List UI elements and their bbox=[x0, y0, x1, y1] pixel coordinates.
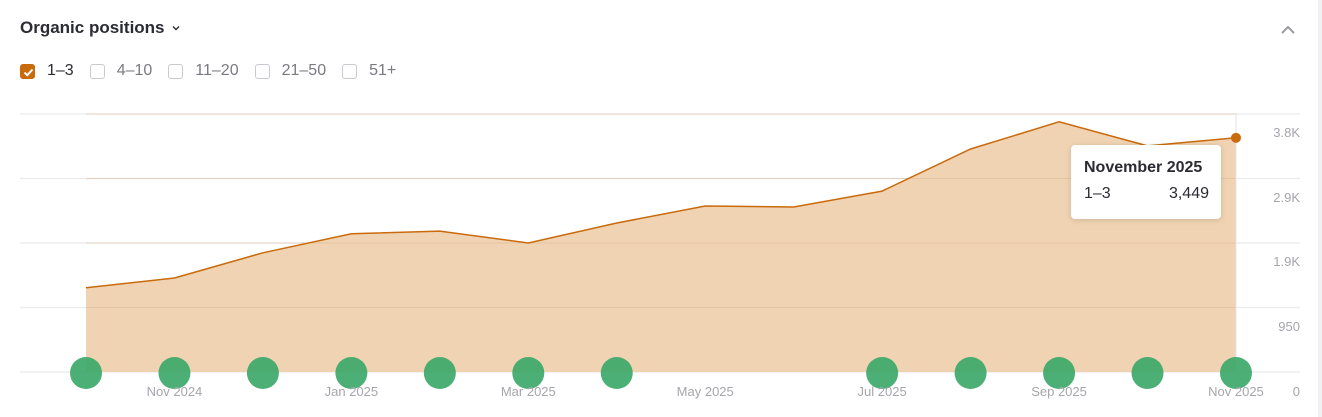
area-fill bbox=[86, 121, 1236, 372]
series-line bbox=[85, 121, 1237, 289]
filter-1-3[interactable]: 1–3 bbox=[20, 62, 74, 80]
filter-51-plus[interactable]: 51+ bbox=[342, 62, 396, 80]
y-tick-label: 950 bbox=[1278, 318, 1300, 334]
y-tick-label: 0 bbox=[1292, 384, 1300, 399]
tooltip-title: November 2025 bbox=[1084, 159, 1203, 176]
filter-label: 4–10 bbox=[116, 62, 153, 79]
checkbox[interactable] bbox=[254, 63, 270, 79]
x-tick-label: Mar 2025 bbox=[500, 384, 556, 399]
tooltip-row: 1–3 3,449 bbox=[1084, 185, 1209, 203]
highlighted-point[interactable] bbox=[1230, 132, 1241, 143]
event-marker[interactable] bbox=[246, 357, 279, 389]
event-marker[interactable] bbox=[158, 357, 191, 389]
metric-dropdown[interactable]: Organic positions bbox=[20, 18, 181, 38]
event-marker[interactable] bbox=[423, 357, 456, 389]
position-filters: 1–3 4–10 11–20 21–50 51+ bbox=[20, 62, 412, 80]
filter-4-10[interactable]: 4–10 bbox=[89, 62, 153, 80]
event-marker[interactable] bbox=[70, 357, 102, 389]
chevron-up-icon[interactable] bbox=[1278, 20, 1298, 40]
chevron-down-icon bbox=[172, 26, 180, 31]
section-title: Organic positions bbox=[20, 18, 165, 37]
event-marker[interactable] bbox=[1219, 357, 1252, 389]
tooltip-series-label: 1–3 bbox=[1084, 185, 1111, 202]
checkmark-icon bbox=[23, 68, 34, 77]
filter-label: 51+ bbox=[369, 62, 397, 79]
y-tick-label: 3.8K bbox=[1273, 125, 1300, 140]
checkbox[interactable] bbox=[342, 63, 358, 79]
filter-11-20[interactable]: 11–20 bbox=[168, 62, 239, 80]
checkbox[interactable] bbox=[89, 63, 105, 79]
x-tick-label: Nov 2024 bbox=[146, 384, 203, 399]
x-tick-label: Sep 2025 bbox=[1031, 384, 1087, 399]
x-tick-label: May 2025 bbox=[676, 384, 734, 399]
filter-label: 11–20 bbox=[195, 62, 239, 79]
event-marker[interactable] bbox=[335, 357, 368, 389]
y-tick-label: 2.9K bbox=[1273, 189, 1300, 205]
checkbox-checked[interactable] bbox=[20, 63, 35, 79]
event-marker[interactable] bbox=[1131, 357, 1164, 389]
event-marker[interactable] bbox=[512, 357, 545, 389]
filter-21-50[interactable]: 21–50 bbox=[254, 62, 327, 80]
event-marker[interactable] bbox=[866, 357, 899, 389]
y-tick-label: 1.9K bbox=[1273, 254, 1300, 269]
x-tick-label: Nov 2025 bbox=[1208, 384, 1264, 399]
event-marker[interactable] bbox=[600, 357, 633, 389]
event-marker[interactable] bbox=[1043, 357, 1076, 389]
event-marker[interactable] bbox=[954, 357, 987, 389]
x-tick-label: Jul 2025 bbox=[857, 384, 907, 399]
checkbox[interactable] bbox=[168, 63, 184, 79]
panel-scrollbar-edge bbox=[1318, 0, 1322, 417]
filter-label: 1–3 bbox=[47, 62, 74, 79]
filter-label: 21–50 bbox=[281, 62, 327, 79]
chart-tooltip: November 2025 1–3 3,449 bbox=[1071, 145, 1221, 219]
tooltip-value: 3,449 bbox=[1168, 185, 1209, 202]
x-tick-label: Jan 2025 bbox=[324, 384, 379, 399]
